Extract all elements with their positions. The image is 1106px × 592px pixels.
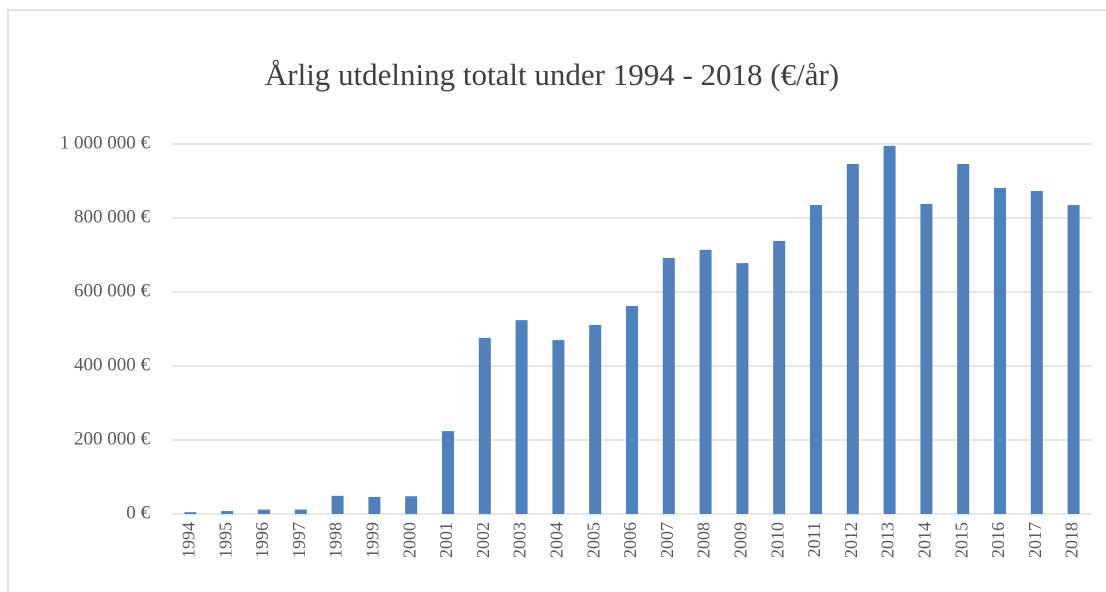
y-tick-label: 0 € <box>126 502 150 523</box>
bar <box>368 496 381 514</box>
x-tick-label: 1998 <box>326 522 346 558</box>
y-tick-label: 600 000 € <box>74 280 151 301</box>
bar <box>478 337 491 514</box>
x-tick-label: 2010 <box>767 522 787 558</box>
bar <box>258 509 270 514</box>
bar <box>736 263 749 514</box>
x-tick-label: 2008 <box>694 522 714 558</box>
bar <box>405 496 418 514</box>
x-tick-label: 2015 <box>951 522 971 558</box>
x-tick-label: 2006 <box>620 522 640 558</box>
bar <box>699 249 712 514</box>
chart-title: Årlig utdelning totalt under 1994 - 2018… <box>265 57 839 92</box>
x-tick-label: 2004 <box>547 522 567 558</box>
bar <box>442 431 454 514</box>
x-tick-label: 2018 <box>1062 522 1082 558</box>
y-tick-label: 400 000 € <box>74 354 151 375</box>
y-tick-label: 800 000 € <box>74 206 151 227</box>
bar <box>920 203 933 514</box>
x-tick-label: 2017 <box>1025 522 1045 558</box>
x-tick-label: 2005 <box>583 522 603 558</box>
x-tick-label: 2016 <box>988 522 1008 558</box>
x-tick-label: 2003 <box>510 522 530 558</box>
bar <box>994 188 1006 514</box>
x-tick-label: 2009 <box>731 522 751 558</box>
bar <box>221 511 234 514</box>
bar <box>883 145 896 514</box>
x-tick-label: 1996 <box>252 522 272 558</box>
bar <box>957 163 970 515</box>
x-tick-label: 2014 <box>915 522 935 558</box>
x-tick-label: 2011 <box>804 522 824 557</box>
bar <box>589 324 602 514</box>
bar <box>846 163 859 515</box>
bar <box>294 509 307 514</box>
bar <box>331 495 344 514</box>
x-tick-label: 2001 <box>436 522 456 558</box>
bar <box>773 240 786 514</box>
bar <box>515 320 528 514</box>
x-tick-label: 2007 <box>657 522 677 558</box>
bar <box>810 205 822 515</box>
bar <box>184 512 197 514</box>
bar <box>1030 190 1043 515</box>
x-tick-label: 1997 <box>289 522 309 558</box>
bar <box>1067 205 1080 515</box>
x-tick-label: 2000 <box>399 522 419 558</box>
x-tick-label: 2002 <box>473 522 493 558</box>
bar <box>626 306 638 514</box>
x-tick-label: 1995 <box>215 522 235 558</box>
x-tick-label: 2013 <box>878 522 898 558</box>
y-tick-label: 1 000 000 € <box>60 132 151 153</box>
y-tick-label: 200 000 € <box>74 428 151 449</box>
x-tick-label: 1994 <box>179 522 199 558</box>
x-tick-label: 1999 <box>363 522 383 558</box>
bar <box>662 257 675 514</box>
x-tick-label: 2012 <box>841 522 861 558</box>
bar <box>552 340 565 514</box>
